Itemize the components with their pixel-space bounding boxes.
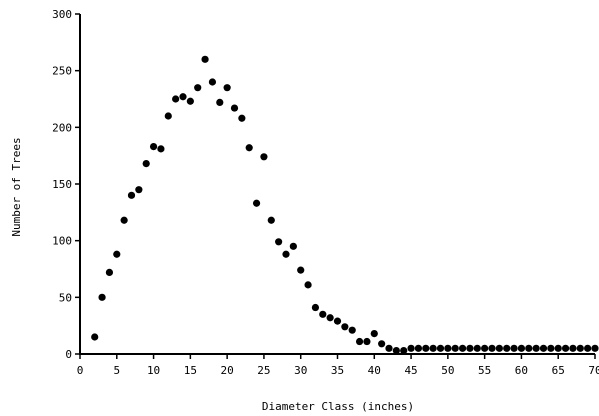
data-point	[120, 216, 128, 224]
y-tick-label: 50	[59, 291, 72, 304]
data-point	[569, 344, 577, 352]
data-point	[223, 84, 231, 92]
data-point	[414, 344, 423, 352]
data-point	[473, 344, 481, 352]
data-point	[245, 144, 253, 152]
data-point	[267, 216, 275, 224]
data-point	[230, 104, 239, 112]
x-tick-label: 65	[552, 364, 565, 377]
y-tick-label: 0	[65, 348, 72, 361]
data-point	[282, 250, 290, 258]
data-point	[98, 293, 106, 301]
data-point	[481, 344, 489, 352]
data-point	[297, 266, 305, 274]
data-point	[576, 344, 584, 352]
data-point	[149, 143, 158, 151]
data-point	[422, 344, 430, 352]
x-tick-label: 60	[515, 364, 528, 377]
data-point	[503, 344, 511, 352]
data-point	[135, 186, 143, 194]
data-point	[444, 344, 452, 352]
data-point	[201, 55, 209, 63]
data-point	[510, 344, 518, 352]
data-point	[91, 333, 99, 341]
data-point	[172, 95, 180, 103]
data-point	[591, 344, 599, 352]
x-tick-label: 45	[404, 364, 417, 377]
data-point	[561, 344, 570, 352]
data-point	[495, 344, 503, 352]
data-point	[378, 340, 386, 348]
x-tick-label: 25	[257, 364, 270, 377]
data-point	[105, 268, 114, 276]
x-axis-label: Diameter Class (inches)	[262, 400, 414, 413]
data-point	[216, 98, 224, 106]
data-point	[355, 337, 364, 346]
data-point	[392, 347, 400, 355]
data-point	[539, 344, 548, 352]
data-point	[179, 93, 187, 101]
data-point	[252, 199, 261, 207]
data-point	[238, 114, 246, 122]
data-point	[157, 145, 165, 153]
data-point	[127, 191, 136, 199]
data-point	[451, 344, 459, 352]
data-point	[304, 281, 312, 289]
data-point	[363, 337, 371, 346]
x-tick-label: 70	[588, 364, 599, 377]
x-tick-label: 35	[331, 364, 344, 377]
data-point	[275, 238, 283, 246]
data-point	[436, 344, 445, 352]
data-point	[517, 344, 526, 352]
data-point	[488, 344, 496, 352]
data-point	[348, 326, 356, 334]
data-point	[113, 250, 121, 258]
x-tick-label: 5	[113, 364, 120, 377]
data-point	[142, 160, 150, 168]
data-points	[91, 55, 599, 355]
data-point	[385, 344, 393, 352]
data-point	[525, 344, 533, 352]
data-point	[547, 344, 555, 352]
x-tick-label: 10	[147, 364, 160, 377]
data-point	[326, 314, 334, 322]
data-point	[466, 344, 474, 352]
data-point	[370, 330, 378, 338]
x-ticks: 0 5 10 15 20 25 30 35 40 45 50 55 60 65 70	[77, 354, 599, 377]
data-point	[333, 317, 342, 325]
data-point	[407, 344, 415, 352]
data-point	[164, 112, 172, 120]
y-ticks: 0 50 100 150 200 250 300	[52, 8, 80, 361]
data-point	[341, 323, 349, 331]
x-tick-label: 30	[294, 364, 307, 377]
x-tick-label: 15	[184, 364, 197, 377]
data-point	[186, 97, 194, 105]
data-point	[400, 347, 408, 355]
data-point	[532, 344, 540, 352]
data-point	[429, 344, 437, 352]
data-point	[208, 78, 217, 86]
y-tick-label: 250	[52, 65, 72, 78]
axes	[79, 14, 595, 355]
data-point	[194, 84, 202, 92]
data-point	[458, 344, 467, 352]
x-tick-label: 55	[478, 364, 491, 377]
data-point	[584, 344, 592, 352]
data-point	[260, 153, 268, 161]
x-tick-label: 40	[368, 364, 381, 377]
data-point	[311, 303, 320, 312]
data-point	[289, 242, 297, 250]
x-tick-label: 0	[77, 364, 84, 377]
y-tick-label: 150	[52, 178, 72, 191]
y-tick-label: 300	[52, 8, 72, 21]
y-axis-label: Number of Trees	[10, 137, 23, 236]
data-point	[319, 310, 327, 318]
y-tick-label: 100	[52, 235, 72, 248]
x-tick-label: 20	[221, 364, 234, 377]
x-tick-label: 50	[441, 364, 454, 377]
y-tick-label: 200	[52, 121, 72, 134]
data-point	[554, 344, 562, 352]
